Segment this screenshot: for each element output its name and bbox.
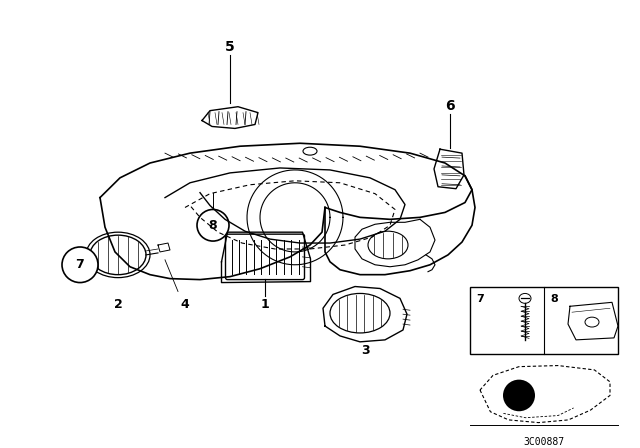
Text: 6: 6: [445, 99, 455, 113]
Ellipse shape: [90, 235, 146, 275]
Ellipse shape: [519, 293, 531, 303]
Circle shape: [62, 247, 98, 283]
Text: 1: 1: [260, 298, 269, 311]
Text: 3: 3: [361, 344, 369, 357]
Ellipse shape: [585, 317, 599, 327]
Text: 8: 8: [550, 294, 557, 305]
Text: 2: 2: [114, 298, 122, 311]
Text: 4: 4: [180, 298, 189, 311]
FancyBboxPatch shape: [225, 234, 305, 280]
Text: 3C00887: 3C00887: [524, 437, 564, 447]
Text: 7: 7: [476, 294, 484, 305]
Text: 8: 8: [209, 219, 218, 232]
Bar: [470, 287, 618, 354]
Circle shape: [503, 379, 535, 411]
Circle shape: [197, 210, 229, 241]
Text: 7: 7: [76, 258, 84, 271]
Ellipse shape: [303, 147, 317, 155]
Ellipse shape: [368, 231, 408, 259]
Text: 5: 5: [225, 40, 235, 54]
Ellipse shape: [330, 293, 390, 333]
